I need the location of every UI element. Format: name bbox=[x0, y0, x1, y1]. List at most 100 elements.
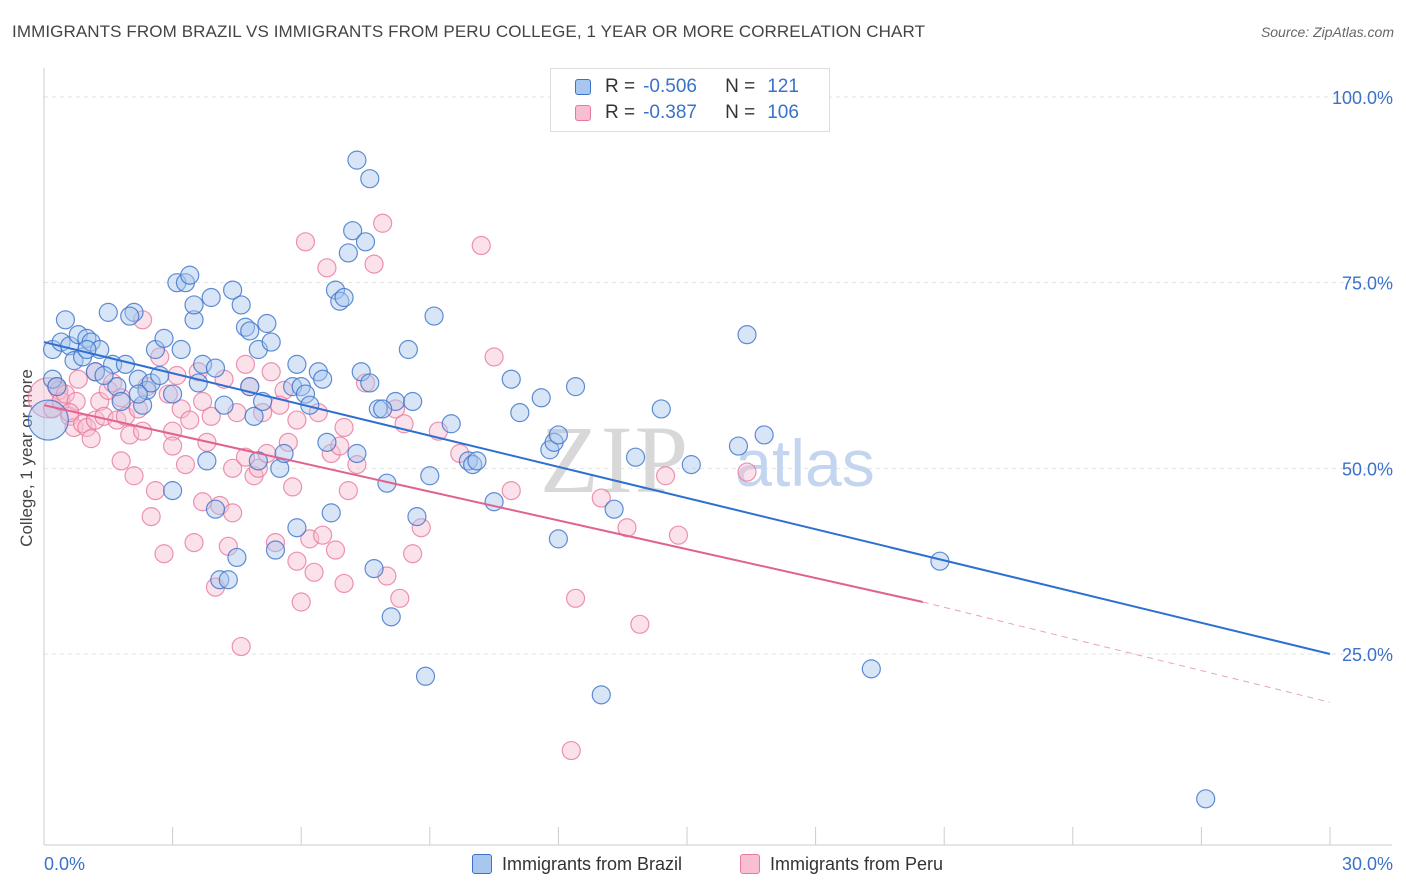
y-tick-label: 50.0% bbox=[1342, 459, 1393, 479]
brazil-point bbox=[261, 332, 281, 352]
peru-point bbox=[300, 529, 320, 549]
brazil-point bbox=[604, 499, 624, 519]
peru-point bbox=[501, 481, 521, 501]
peru-point bbox=[175, 455, 196, 475]
peru-point bbox=[347, 455, 367, 475]
brazil-point bbox=[184, 310, 204, 330]
brazil-point bbox=[270, 458, 290, 478]
peru-point bbox=[81, 429, 101, 449]
brazil-point bbox=[415, 666, 436, 686]
watermark-atlas: atlas bbox=[735, 426, 874, 500]
brazil-point bbox=[257, 313, 277, 334]
legend-r-peru: -0.387 bbox=[643, 102, 697, 123]
brazil-point bbox=[98, 302, 118, 322]
brazil-point bbox=[420, 466, 440, 486]
brazil-point bbox=[180, 265, 200, 285]
peru-point bbox=[201, 406, 221, 426]
brazil-point bbox=[171, 339, 191, 360]
brazil-point bbox=[737, 325, 757, 345]
peru-point bbox=[317, 258, 337, 278]
brazil-point bbox=[244, 406, 264, 426]
peru-point bbox=[364, 254, 384, 274]
brazil-point bbox=[424, 306, 444, 326]
peru-point bbox=[283, 477, 303, 497]
brazil-point bbox=[861, 659, 881, 679]
peru-point bbox=[591, 488, 611, 508]
peru-point bbox=[163, 436, 183, 456]
x-tick-label: 0.0% bbox=[44, 854, 85, 874]
legend-r-brazil: -0.506 bbox=[643, 76, 697, 97]
peru-point bbox=[278, 432, 298, 452]
brazil-point bbox=[201, 287, 221, 308]
brazil-point bbox=[531, 388, 551, 408]
brazil-point bbox=[248, 451, 268, 471]
brazil-point bbox=[120, 306, 140, 326]
bottom-legend-swatch-peru bbox=[740, 854, 760, 874]
brazil-point bbox=[154, 328, 174, 348]
brazil-point bbox=[343, 221, 363, 241]
gridlines bbox=[44, 96, 1392, 655]
peru-point bbox=[565, 588, 586, 608]
brazil-point bbox=[754, 425, 774, 445]
brazil-point bbox=[132, 395, 153, 415]
peru-point bbox=[287, 410, 307, 430]
peru-point bbox=[304, 562, 324, 582]
legend-n-label: N = bbox=[725, 102, 756, 123]
brazil-point bbox=[47, 377, 67, 397]
brazil-point bbox=[347, 150, 367, 170]
peru-trend-line bbox=[43, 404, 923, 603]
legend-n-label: N = bbox=[725, 76, 756, 97]
brazil-point bbox=[188, 373, 208, 393]
peru-point bbox=[120, 425, 140, 445]
brazil-point bbox=[501, 369, 521, 389]
watermark-zip: ZIP bbox=[540, 406, 690, 513]
peru-point bbox=[231, 636, 251, 657]
bottom-legend-swatch-brazil bbox=[472, 854, 492, 874]
brazil-point bbox=[591, 685, 611, 705]
brazil-point bbox=[231, 295, 251, 315]
legend-row-brazil: R = -0.506 N = 121 bbox=[575, 74, 799, 100]
legend-n-brazil: 121 bbox=[767, 76, 799, 97]
brazil-point bbox=[317, 432, 337, 452]
trend-lines bbox=[43, 341, 1331, 703]
brazil-point bbox=[218, 570, 238, 590]
brazil-point bbox=[55, 310, 76, 330]
brazil-point bbox=[295, 384, 316, 404]
brazil-point bbox=[94, 365, 114, 386]
brazil-point bbox=[1196, 789, 1216, 809]
peru-point bbox=[668, 525, 689, 545]
brazil-point bbox=[548, 529, 569, 549]
peru-point bbox=[325, 540, 346, 560]
peru-point bbox=[223, 458, 243, 478]
legend-swatch-peru bbox=[575, 105, 591, 121]
brazil-point bbox=[107, 377, 127, 397]
peru-point bbox=[158, 384, 178, 404]
peru-point bbox=[334, 417, 354, 438]
brazil-point bbox=[398, 339, 418, 360]
brazil-point bbox=[240, 321, 260, 341]
brazil-point bbox=[467, 451, 487, 471]
brazil-point bbox=[227, 547, 247, 568]
brazil-point bbox=[381, 607, 401, 627]
peru-point bbox=[338, 481, 358, 501]
brazil-point bbox=[193, 354, 213, 374]
legend-n-peru: 106 bbox=[767, 102, 799, 123]
brazil-point bbox=[355, 232, 376, 252]
brazil-point bbox=[163, 384, 183, 404]
brazil-point bbox=[510, 403, 530, 423]
peru-point bbox=[68, 369, 88, 389]
y-tick-label: 25.0% bbox=[1342, 645, 1393, 665]
peru-point bbox=[373, 213, 393, 233]
peru-point bbox=[561, 740, 581, 761]
peru-point bbox=[330, 436, 350, 456]
legend-swatch-brazil bbox=[575, 79, 591, 95]
x-tick-label: 30.0% bbox=[1342, 854, 1393, 874]
peru-point bbox=[180, 410, 200, 430]
chart-title: IMMIGRANTS FROM BRAZIL VS IMMIGRANTS FRO… bbox=[12, 22, 926, 41]
y-tick-label: 75.0% bbox=[1342, 274, 1393, 294]
peru-point bbox=[145, 481, 166, 501]
peru-point bbox=[184, 532, 204, 553]
peru-point bbox=[291, 592, 311, 612]
peru-point bbox=[141, 507, 161, 527]
brazil-point bbox=[214, 395, 234, 415]
